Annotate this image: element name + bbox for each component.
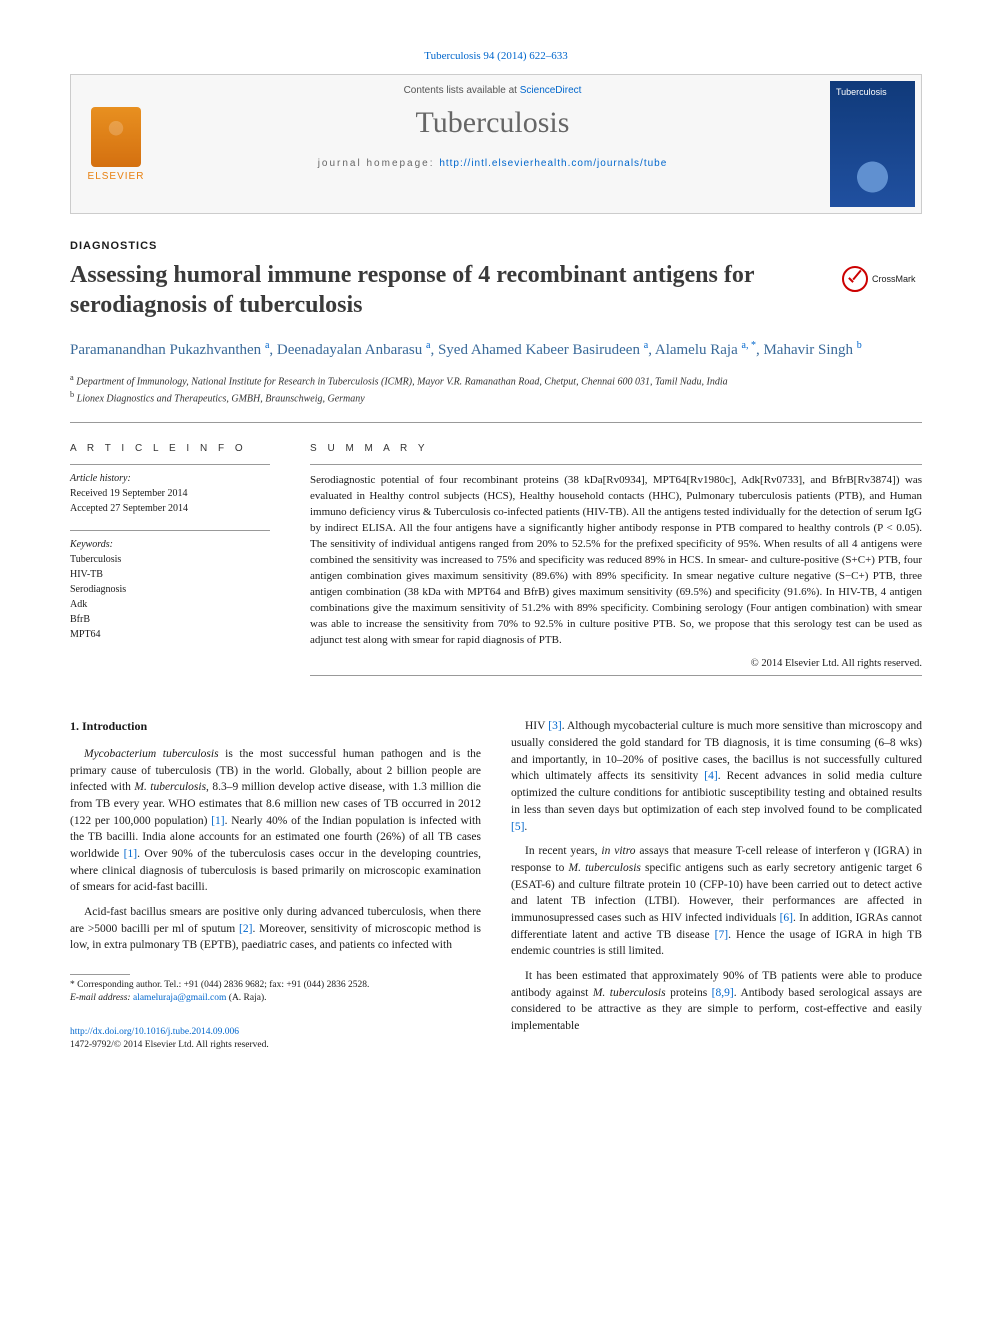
email-label: E-mail address:: [70, 993, 131, 1003]
elsevier-label: ELSEVIER: [88, 171, 145, 182]
received-date: Received 19 September 2014: [70, 486, 270, 501]
ref-link[interactable]: [4]: [704, 770, 717, 782]
journal-name: Tuberculosis: [161, 106, 824, 140]
affiliation-b: Lionex Diagnostics and Therapeutics, GMB…: [77, 393, 365, 404]
body-right-column: HIV [3]. Although mycobacterial culture …: [511, 718, 922, 1052]
keywords-list: TuberculosisHIV-TBSerodiagnosisAdkBfrBMP…: [70, 552, 270, 642]
summary-heading: S U M M A R Y: [310, 443, 922, 454]
doi-link[interactable]: http://dx.doi.org/10.1016/j.tube.2014.09…: [70, 1027, 239, 1037]
keyword-item: Tuberculosis: [70, 552, 270, 567]
keyword-item: BfrB: [70, 612, 270, 627]
body-left-column: 1. Introduction Mycobacterium tuberculos…: [70, 718, 481, 1052]
intro-p5: It has been estimated that approximately…: [511, 968, 922, 1035]
keyword-item: MPT64: [70, 627, 270, 642]
sciencedirect-link[interactable]: ScienceDirect: [520, 85, 582, 96]
email-suffix: (A. Raja).: [229, 993, 267, 1003]
article-title: Assessing humoral immune response of 4 r…: [70, 260, 822, 320]
homepage-prefix: journal homepage:: [318, 158, 440, 169]
citation-line: Tuberculosis 94 (2014) 622–633: [70, 50, 922, 62]
journal-header: ELSEVIER Contents lists available at Sci…: [70, 74, 922, 214]
author-list: Paramanandhan Pukazhvanthen a, Deenadaya…: [70, 338, 922, 362]
history-label: Article history:: [70, 471, 270, 486]
ref-link[interactable]: [2]: [239, 923, 252, 935]
corresponding-email-link[interactable]: alameluraja@gmail.com: [133, 993, 226, 1003]
intro-p4: In recent years, in vitro assays that me…: [511, 843, 922, 960]
keyword-item: HIV-TB: [70, 567, 270, 582]
ref-link[interactable]: [3]: [548, 720, 561, 732]
article-info-heading: A R T I C L E I N F O: [70, 443, 270, 454]
intro-heading: 1. Introduction: [70, 718, 481, 735]
summary-column: S U M M A R Y Serodiagnostic potential o…: [310, 443, 922, 676]
intro-p3: HIV [3]. Although mycobacterial culture …: [511, 718, 922, 835]
doi-block: http://dx.doi.org/10.1016/j.tube.2014.09…: [70, 1026, 481, 1053]
journal-cover-thumb: [830, 81, 915, 207]
ref-link[interactable]: [1]: [124, 848, 137, 860]
copyright-line: © 2014 Elsevier Ltd. All rights reserved…: [310, 658, 922, 669]
article-info-column: A R T I C L E I N F O Article history: R…: [70, 443, 270, 676]
corresponding-line: * Corresponding author. Tel.: +91 (044) …: [70, 979, 481, 992]
keyword-item: Adk: [70, 597, 270, 612]
crossmark-label: CrossMark: [872, 274, 916, 284]
summary-text: Serodiagnostic potential of four recombi…: [310, 464, 922, 648]
contents-list-line: Contents lists available at ScienceDirec…: [161, 85, 824, 96]
affiliation-a: Department of Immunology, National Insti…: [76, 376, 727, 387]
keywords-label: Keywords:: [70, 537, 270, 552]
contents-prefix: Contents lists available at: [404, 85, 520, 96]
journal-homepage-link[interactable]: http://intl.elsevierhealth.com/journals/…: [439, 158, 667, 169]
intro-p2: Acid-fast bacillus smears are positive o…: [70, 904, 481, 954]
keyword-item: Serodiagnosis: [70, 582, 270, 597]
journal-homepage-line: journal homepage: http://intl.elsevierhe…: [161, 158, 824, 169]
accepted-date: Accepted 27 September 2014: [70, 501, 270, 516]
elsevier-tree-icon: [91, 107, 141, 167]
ref-link[interactable]: [6]: [780, 912, 793, 924]
ref-link[interactable]: [1]: [211, 815, 224, 827]
issn-line: 1472-9792/© 2014 Elsevier Ltd. All right…: [70, 1040, 269, 1050]
crossmark-icon: [842, 266, 868, 292]
ref-link[interactable]: [8,9]: [712, 987, 734, 999]
intro-p1: Mycobacterium tuberculosis is the most s…: [70, 746, 481, 896]
crossmark-widget[interactable]: CrossMark: [842, 266, 922, 292]
elsevier-logo[interactable]: ELSEVIER: [71, 75, 161, 213]
corresponding-footnote: * Corresponding author. Tel.: +91 (044) …: [70, 979, 481, 1006]
ref-link[interactable]: [5]: [511, 821, 524, 833]
section-tag: DIAGNOSTICS: [70, 240, 922, 252]
ref-link[interactable]: [7]: [715, 929, 728, 941]
affiliations: a Department of Immunology, National Ins…: [70, 372, 922, 407]
